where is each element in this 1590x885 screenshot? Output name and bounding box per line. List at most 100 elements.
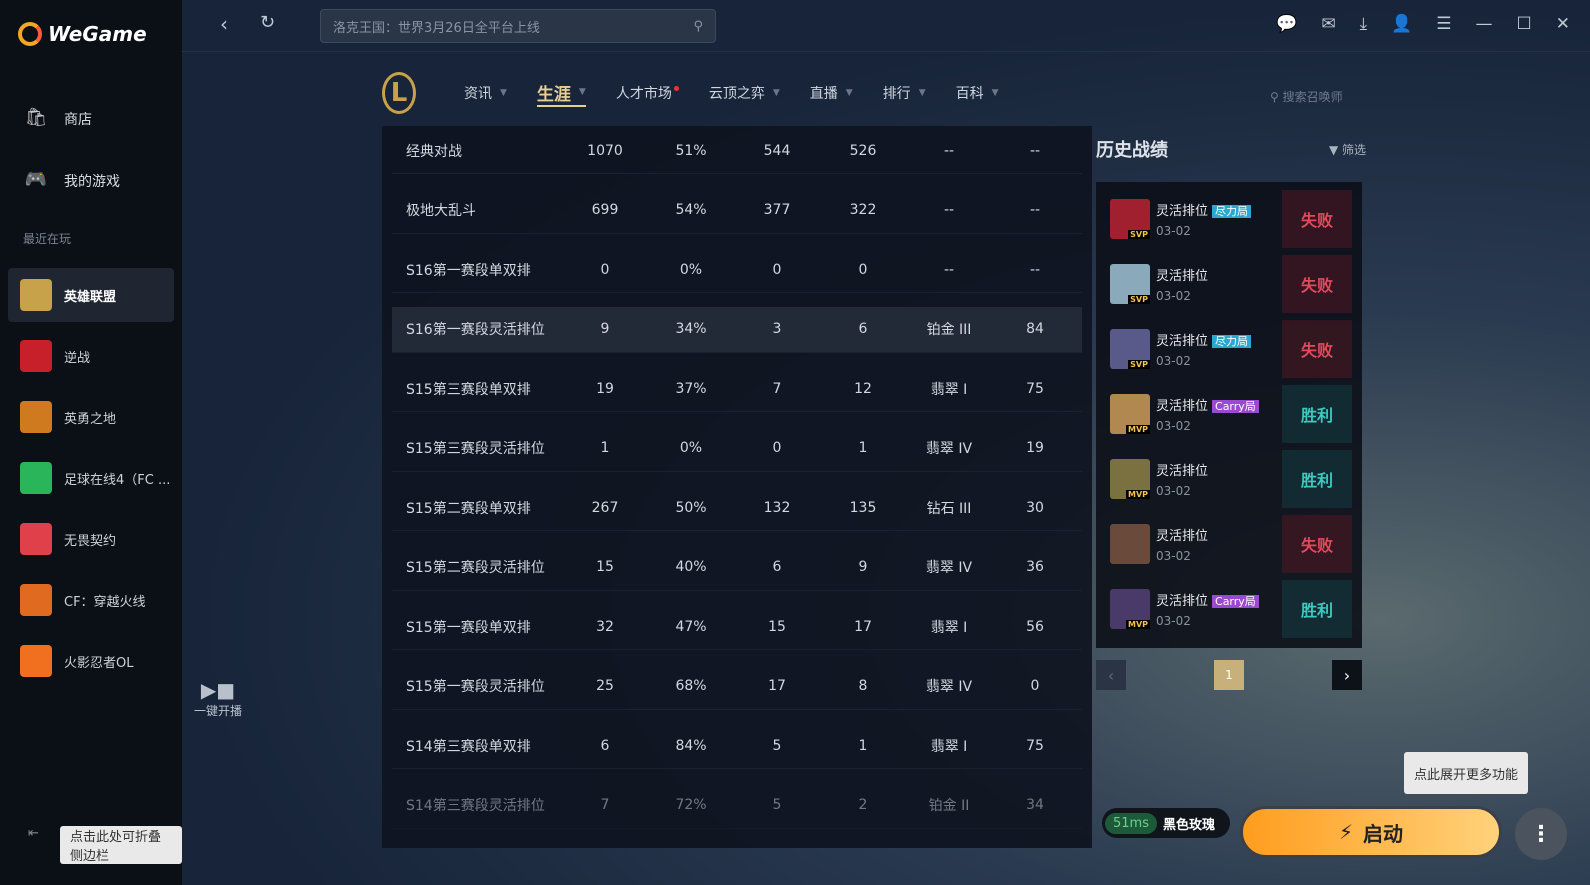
download-icon[interactable]: ⤓ — [1359, 14, 1368, 34]
search-icon[interactable]: ⚲ — [693, 18, 703, 34]
table-cell: 17 — [854, 618, 872, 635]
back-icon[interactable]: ‹ — [220, 12, 228, 36]
table-row[interactable]: 经典对战 1070 51% 544 526 -- -- — [392, 128, 1082, 174]
match-mode: 灵活排位 — [1156, 334, 1209, 349]
page-number[interactable]: 1 — [1214, 660, 1244, 690]
table-row[interactable]: S15第一赛段单双排 32 47% 15 17 翡翠 I 56 — [392, 604, 1082, 650]
sidebar-game-item[interactable]: 火影忍者OL — [8, 634, 174, 688]
table-row[interactable]: S15第三赛段灵活排位 1 0% 0 1 翡翠 IV 19 — [392, 426, 1082, 472]
match-badge: SVP — [1128, 295, 1150, 304]
table-cell: 40% — [675, 559, 707, 575]
table-cell: 翡翠 IV — [925, 441, 973, 457]
table-cell: 526 — [849, 142, 877, 159]
avatar[interactable]: 👤 — [1391, 14, 1413, 34]
sidebar-game-item[interactable]: 足球在线4（FC ... — [8, 451, 174, 505]
match-item[interactable]: MVP 灵活排位 Carry局 03-02 胜利 — [1104, 385, 1354, 443]
sidebar-game-item[interactable]: CF：穿越火线 — [8, 573, 174, 627]
match-date: 03-02 — [1156, 224, 1191, 238]
tab-3[interactable]: 云顶之弈 ▼ — [709, 83, 780, 103]
prev-page-button[interactable]: ‹ — [1096, 660, 1126, 690]
filter-icon: ▼ — [1328, 142, 1342, 157]
next-page-button[interactable]: › — [1332, 660, 1362, 690]
champion-avatar: MVP — [1110, 394, 1150, 434]
match-result: 失败 — [1282, 320, 1352, 378]
match-mode: 灵活排位 — [1156, 269, 1209, 284]
table-cell: 0 — [772, 261, 782, 278]
match-badge: SVP — [1128, 360, 1150, 369]
tab-5[interactable]: 排行 ▼ — [883, 83, 926, 103]
chevron-down-icon: ▼ — [578, 87, 586, 97]
history-title[interactable]: 历史战绩 — [1096, 140, 1168, 161]
lol-logo[interactable]: L — [382, 72, 416, 114]
pagination: ‹ 1 › — [1096, 660, 1362, 690]
chat-icon[interactable]: 💬 — [1276, 14, 1298, 34]
live-stream-button[interactable]: ▶■ 一键开播 — [190, 678, 246, 719]
match-history: 历史战绩 ▼ 筛选 SVP 灵活排位 尽力局 03-02 失败 SVP 灵活排位 03… — [1096, 136, 1366, 690]
server-selector[interactable]: 51ms 黑色玫瑰 — [1102, 808, 1230, 838]
table-row[interactable]: S14第三赛段单双排 6 84% 5 1 翡翠 I 75 — [392, 723, 1082, 769]
collapse-sidebar-icon[interactable]: ⇤ — [28, 826, 39, 841]
tab-6[interactable]: 百科 ▼ — [956, 83, 999, 103]
table-row[interactable]: S16第一赛段灵活排位 9 34% 3 6 铂金 III 84 — [392, 306, 1082, 353]
launch-button[interactable]: ⚡ 启动 — [1240, 806, 1502, 858]
table-row[interactable]: S15第二赛段灵活排位 15 40% 6 9 翡翠 IV 36 — [392, 545, 1082, 591]
match-item[interactable]: SVP 灵活排位 03-02 失败 — [1104, 255, 1354, 313]
match-item[interactable]: MVP 灵活排位 03-02 胜利 — [1104, 450, 1354, 508]
table-row[interactable]: 极地大乱斗 699 54% 377 322 -- -- — [392, 188, 1082, 234]
tab-2[interactable]: 人才市场 — [616, 83, 679, 103]
tab-1[interactable]: 生涯 ▼ — [536, 80, 586, 107]
table-cell: S15第三赛段灵活排位 — [406, 441, 545, 457]
maximize-icon[interactable]: ☐ — [1516, 14, 1532, 34]
more-options-button[interactable]: ⋮ — [1515, 808, 1567, 860]
global-search-input[interactable]: 洛克王国：世界3月26日全平台上线 ⚲ — [320, 9, 716, 43]
filter-button[interactable]: ▼ 筛选 — [1329, 141, 1366, 158]
game-label: CF：穿越火线 — [64, 594, 146, 610]
table-row[interactable]: S15第三赛段单双排 19 37% 7 12 翡翠 I 75 — [392, 366, 1082, 412]
sidebar-item-my-games[interactable]: 🎮 我的游戏 — [0, 156, 182, 206]
menu-icon[interactable]: ☰ — [1436, 14, 1452, 34]
wegame-logo[interactable]: WeGame — [18, 22, 147, 46]
sidebar-item-shop[interactable]: 🛍 商店 — [0, 94, 182, 144]
table-row[interactable]: S15第一赛段灵活排位 25 68% 17 8 翡翠 IV 0 — [392, 664, 1082, 710]
champion-avatar: MVP — [1110, 459, 1150, 499]
match-item[interactable]: SVP 灵活排位 尽力局 03-02 失败 — [1104, 320, 1354, 378]
match-date: 03-02 — [1156, 484, 1191, 498]
match-result: 胜利 — [1282, 580, 1352, 638]
sidebar-game-item[interactable]: 英雄联盟 — [8, 268, 174, 322]
wegame-logo-icon — [18, 22, 42, 46]
table-cell: 7 — [600, 797, 610, 813]
table-cell: 72% — [675, 797, 707, 813]
ping-badge: 51ms — [1105, 812, 1157, 834]
tab-0[interactable]: 资讯 ▼ — [464, 83, 507, 103]
summoner-search[interactable]: ⚲ 搜索召唤师 — [1270, 88, 1343, 105]
close-icon[interactable]: ✕ — [1555, 14, 1570, 34]
table-cell: 50% — [675, 499, 707, 516]
match-item[interactable]: SVP 灵活排位 尽力局 03-02 失败 — [1104, 190, 1354, 248]
table-cell: 6 — [600, 737, 610, 754]
game-icon — [20, 401, 52, 433]
table-cell: 2 — [858, 797, 868, 813]
table-cell: 34% — [675, 321, 707, 337]
table-row[interactable]: S15第二赛段单双排 267 50% 132 135 钻石 III 30 — [392, 485, 1082, 531]
table-cell: -- — [1029, 202, 1041, 218]
match-item[interactable]: 灵活排位 03-02 失败 — [1104, 515, 1354, 573]
match-item[interactable]: MVP 灵活排位 Carry局 03-02 胜利 — [1104, 580, 1354, 638]
table-cell: S16第一赛段灵活排位 — [406, 322, 545, 338]
sidebar-game-item[interactable]: 无畏契约 — [8, 512, 174, 566]
launch-label: 启动 — [1363, 821, 1404, 846]
table-cell: S14第三赛段灵活排位 — [406, 798, 545, 814]
table-cell: 322 — [849, 202, 877, 218]
table-row[interactable]: S16第一赛段单双排 0 0% 0 0 -- -- — [392, 247, 1082, 293]
table-cell: 15 — [596, 559, 614, 575]
mail-icon[interactable]: ✉ — [1321, 14, 1336, 34]
refresh-icon[interactable]: ↻ — [260, 12, 276, 33]
table-row[interactable]: S14第三赛段灵活排位 7 72% 5 2 铂金 II 34 — [392, 783, 1082, 829]
table-cell: 47% — [675, 618, 707, 635]
tab-4[interactable]: 直播 ▼ — [810, 83, 853, 103]
sidebar-game-item[interactable]: 英勇之地 — [8, 390, 174, 444]
minimize-icon[interactable]: — — [1475, 14, 1493, 34]
table-cell: 132 — [763, 499, 791, 516]
table-cell: 翡翠 I — [930, 619, 968, 636]
sidebar-game-item[interactable]: 逆战 — [8, 329, 174, 383]
table-cell: 9 — [600, 321, 610, 337]
